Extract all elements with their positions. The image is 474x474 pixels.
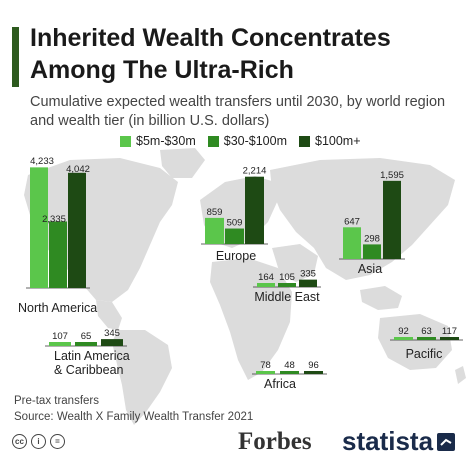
bars-layer: 4,233 2,335 4,042 North America 859 509 2,214 E… [18,156,463,391]
by-icon: i [31,434,46,449]
value-label-asia-3: 1,595 [380,170,404,181]
value-label-africa-1: 78 [260,360,271,371]
region-label-latin-america-caribbean-1: Latin America [54,349,130,363]
region-label-europe: Europe [216,249,256,263]
legend-label-tier2: $30-$100m [223,134,287,148]
legend-swatch-tier2 [207,135,219,147]
bar-north-america-100m [68,172,86,288]
bar-europe-5m-30m [205,217,224,244]
legend-swatch-tier3 [299,135,310,147]
legend: $5m-$30m $30-$100m $100m+ [120,134,361,148]
legend-label-tier1: $5m-$30m [136,134,196,148]
bar-asia-100m [383,180,401,259]
map-new-zealand [455,366,466,384]
map-central-america [96,300,122,330]
cc-icon: cc [12,434,27,449]
statista-mark-icon [437,432,456,451]
value-label-north-america-2: 2,335 [42,214,66,225]
value-label-europe-1: 859 [207,207,223,218]
note-source: Source: Wealth X Family Wealth Transfer … [14,411,254,423]
chart-title: Inherited Wealth Concentrates Among The … [30,24,391,84]
bar-north-america-30-100m [49,221,67,288]
map-middle-east [272,244,318,282]
value-label-africa-3: 96 [308,360,319,371]
bar-europe-100m [245,176,264,244]
forbes-logo: Forbes [238,428,312,455]
value-label-latin-america-caribbean-3: 345 [104,328,120,339]
region-label-asia: Asia [358,262,382,276]
value-label-asia-2: 298 [364,233,380,244]
nd-icon: = [50,434,65,449]
region-label-pacific: Pacific [406,347,443,361]
bar-latin-america-caribbean-30-100m [75,342,97,346]
bar-latin-america-caribbean-5m-30m [49,342,71,346]
statista-logo: statista [342,426,456,457]
map-south-america [112,330,172,425]
bar-north-america-5m-30m [30,167,48,288]
value-label-middle-east-3: 335 [300,269,316,280]
bar-middle-east-100m [299,279,317,287]
bar-africa-100m [304,371,323,374]
bar-europe-30-100m [225,228,244,244]
value-label-africa-2: 48 [284,360,295,371]
legend-item-tier3: $100m+ [299,134,361,148]
region-label-latin-america-caribbean-2: & Caribbean [54,363,124,377]
bar-asia-30-100m [363,244,381,259]
value-label-pacific-2: 63 [421,326,432,337]
map-north-america [24,158,178,302]
legend-item-tier1: $5m-$30m [120,134,196,148]
bar-pacific-100m [440,337,459,340]
value-label-pacific-1: 92 [398,326,409,337]
bar-middle-east-5m-30m [257,283,275,287]
value-label-europe-2: 509 [227,218,243,229]
chart-subtitle: Cumulative expected wealth transfers unt… [30,94,446,129]
value-label-north-america-1: 4,233 [30,156,54,167]
bar-asia-5m-30m [343,227,361,259]
value-label-asia-1: 647 [344,216,360,227]
legend-swatch-tier1 [120,135,131,147]
value-label-north-america-3: 4,042 [66,164,90,175]
value-label-middle-east-2: 105 [279,272,295,283]
map-australia [378,314,452,370]
bar-pacific-5m-30m [394,337,413,340]
region-label-africa: Africa [264,377,296,391]
bar-africa-30-100m [280,371,299,374]
value-label-pacific-3: 117 [442,326,457,337]
region-label-middle-east: Middle East [254,290,320,304]
bar-latin-america-caribbean-100m [101,339,123,346]
note-pretax: Pre-tax transfers [14,395,99,407]
bar-africa-5m-30m [256,371,275,374]
bar-middle-east-30-100m [278,283,296,287]
map-asia [270,158,455,280]
map-africa [210,258,292,380]
legend-label-tier3: $100m+ [315,134,361,148]
license-icons: cc i = [12,434,65,449]
value-label-middle-east-1: 164 [258,272,274,283]
region-label-north-america: North America [18,301,97,315]
value-label-europe-3: 2,214 [243,166,267,177]
map-southeast-asia [360,286,402,310]
statista-wordmark: statista [342,426,434,456]
bar-pacific-30-100m [417,337,436,340]
title-accent-bar [12,27,19,87]
value-label-latin-america-caribbean-1: 107 [52,331,68,342]
notes: Pre-tax transfers Source: Wealth X Famil… [14,393,253,425]
value-label-latin-america-caribbean-2: 65 [81,331,92,342]
map-greenland [160,148,205,178]
legend-item-tier2: $30-$100m [207,134,287,148]
